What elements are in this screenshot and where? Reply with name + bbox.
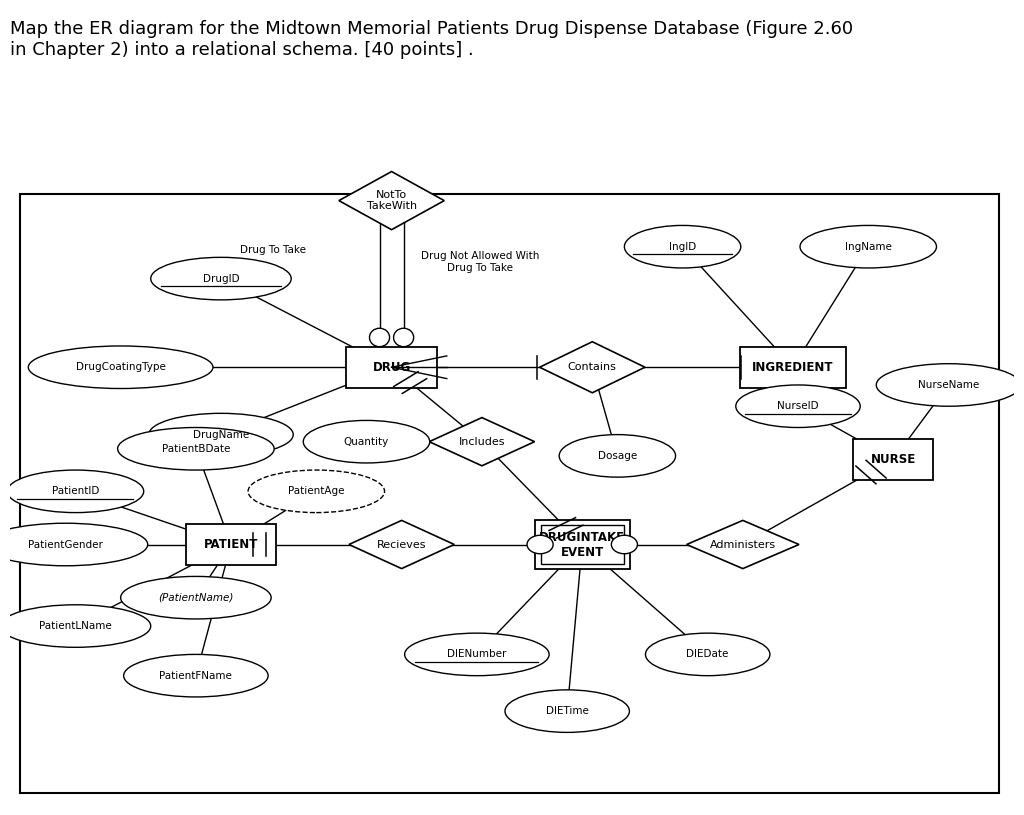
Polygon shape — [540, 341, 645, 393]
Text: Map the ER diagram for the Midtown Memorial Patients Drug Dispense Database (Fig: Map the ER diagram for the Midtown Memor… — [10, 20, 853, 59]
Ellipse shape — [370, 328, 389, 346]
Text: IngID: IngID — [669, 242, 696, 252]
Text: Quantity: Quantity — [344, 437, 389, 447]
Text: DIENumber: DIENumber — [447, 650, 507, 659]
Ellipse shape — [303, 421, 430, 463]
Ellipse shape — [611, 535, 637, 553]
Ellipse shape — [248, 470, 385, 513]
Text: DrugName: DrugName — [193, 430, 249, 439]
Text: DRUGINTAKE
EVENT: DRUGINTAKE EVENT — [540, 531, 626, 558]
Text: PATIENT: PATIENT — [204, 538, 258, 551]
Ellipse shape — [645, 633, 770, 676]
Polygon shape — [349, 521, 455, 569]
Text: Includes: Includes — [459, 437, 505, 447]
Ellipse shape — [800, 226, 937, 268]
Text: Dosage: Dosage — [598, 451, 637, 460]
FancyBboxPatch shape — [186, 524, 276, 565]
Ellipse shape — [559, 434, 676, 477]
Ellipse shape — [151, 258, 291, 300]
Ellipse shape — [505, 689, 630, 733]
Text: (PatientName): (PatientName) — [158, 593, 233, 602]
Text: PatientFName: PatientFName — [160, 671, 232, 681]
Text: PatientBDate: PatientBDate — [162, 444, 230, 454]
Ellipse shape — [393, 328, 414, 346]
Ellipse shape — [877, 363, 1021, 406]
Ellipse shape — [527, 535, 553, 553]
Polygon shape — [687, 521, 799, 569]
Ellipse shape — [148, 413, 293, 456]
Text: PatientID: PatientID — [52, 487, 99, 496]
Polygon shape — [339, 171, 444, 230]
Ellipse shape — [736, 385, 860, 428]
Ellipse shape — [118, 428, 274, 470]
Text: Contains: Contains — [568, 362, 616, 372]
Text: DIEDate: DIEDate — [686, 650, 729, 659]
Text: NurseID: NurseID — [777, 401, 819, 412]
Ellipse shape — [121, 576, 271, 619]
FancyBboxPatch shape — [535, 521, 630, 569]
Text: Drug To Take: Drug To Take — [241, 245, 306, 255]
FancyBboxPatch shape — [740, 346, 846, 388]
Ellipse shape — [7, 470, 143, 513]
Text: PatientGender: PatientGender — [28, 540, 102, 549]
Text: PatientLName: PatientLName — [39, 621, 112, 631]
Text: INGREDIENT: INGREDIENT — [753, 361, 834, 374]
Ellipse shape — [404, 633, 549, 676]
Text: Drug Not Allowed With
Drug To Take: Drug Not Allowed With Drug To Take — [421, 252, 539, 273]
FancyBboxPatch shape — [346, 346, 437, 388]
Text: DrugID: DrugID — [203, 274, 240, 284]
Text: DIETime: DIETime — [546, 706, 589, 716]
Ellipse shape — [0, 523, 147, 566]
Text: NurseName: NurseName — [918, 380, 979, 390]
Ellipse shape — [29, 346, 213, 389]
Text: Recieves: Recieves — [377, 540, 426, 549]
FancyBboxPatch shape — [541, 525, 624, 564]
Text: DRUG: DRUG — [373, 361, 411, 374]
Ellipse shape — [625, 226, 740, 268]
Text: IngName: IngName — [845, 242, 892, 252]
FancyBboxPatch shape — [20, 193, 998, 793]
Ellipse shape — [124, 654, 268, 697]
Text: PatientAge: PatientAge — [288, 487, 344, 496]
Text: NURSE: NURSE — [870, 453, 915, 466]
Polygon shape — [429, 417, 535, 466]
Text: Administers: Administers — [710, 540, 776, 549]
Text: NotTo
TakeWith: NotTo TakeWith — [367, 190, 417, 211]
Ellipse shape — [0, 605, 151, 647]
Text: DrugCoatingType: DrugCoatingType — [76, 362, 166, 372]
FancyBboxPatch shape — [853, 438, 934, 480]
